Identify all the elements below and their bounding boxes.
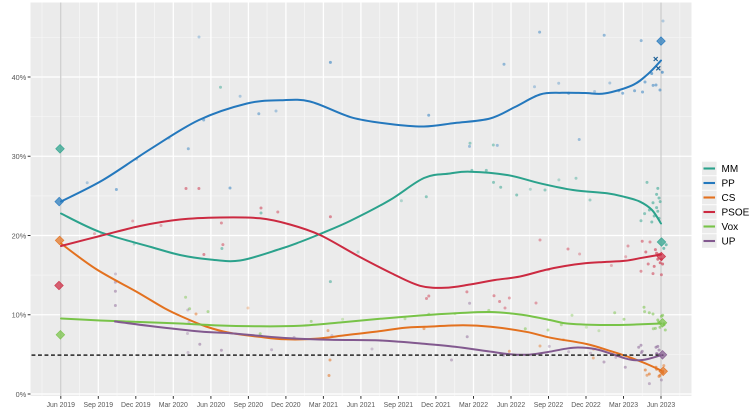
svg-text:Vox: Vox <box>722 222 739 233</box>
svg-text:Dec 2019: Dec 2019 <box>121 402 151 409</box>
svg-text:Mar 2022: Mar 2022 <box>459 402 488 409</box>
svg-text:0%: 0% <box>16 390 27 399</box>
svg-text:MM: MM <box>722 164 739 175</box>
svg-text:Mar 2020: Mar 2020 <box>159 402 188 409</box>
svg-text:CS: CS <box>722 193 736 204</box>
svg-text:Dec 2020: Dec 2020 <box>271 402 301 409</box>
svg-text:20%: 20% <box>12 231 27 240</box>
svg-text:30%: 30% <box>12 152 27 161</box>
svg-text:40%: 40% <box>12 73 27 82</box>
svg-text:Jun 2023: Jun 2023 <box>647 402 676 409</box>
svg-text:Jun 2020: Jun 2020 <box>197 402 226 409</box>
svg-text:Dec 2022: Dec 2022 <box>571 402 601 409</box>
svg-text:Sep 2019: Sep 2019 <box>84 402 114 409</box>
svg-text:PSOE: PSOE <box>722 208 750 219</box>
svg-text:PP: PP <box>722 179 736 190</box>
svg-text:Jun 2021: Jun 2021 <box>347 402 376 409</box>
svg-text:UP: UP <box>722 237 736 248</box>
svg-text:Jun 2022: Jun 2022 <box>497 402 526 409</box>
svg-text:Jun 2019: Jun 2019 <box>47 402 76 409</box>
svg-text:Sep 2020: Sep 2020 <box>234 402 264 409</box>
svg-text:Mar 2023: Mar 2023 <box>609 402 638 409</box>
svg-text:Sep 2022: Sep 2022 <box>534 402 564 409</box>
svg-text:Dec 2021: Dec 2021 <box>421 402 451 409</box>
svg-text:Mar 2021: Mar 2021 <box>309 402 338 409</box>
svg-text:Sep 2021: Sep 2021 <box>384 402 414 409</box>
svg-text:10%: 10% <box>12 311 27 320</box>
